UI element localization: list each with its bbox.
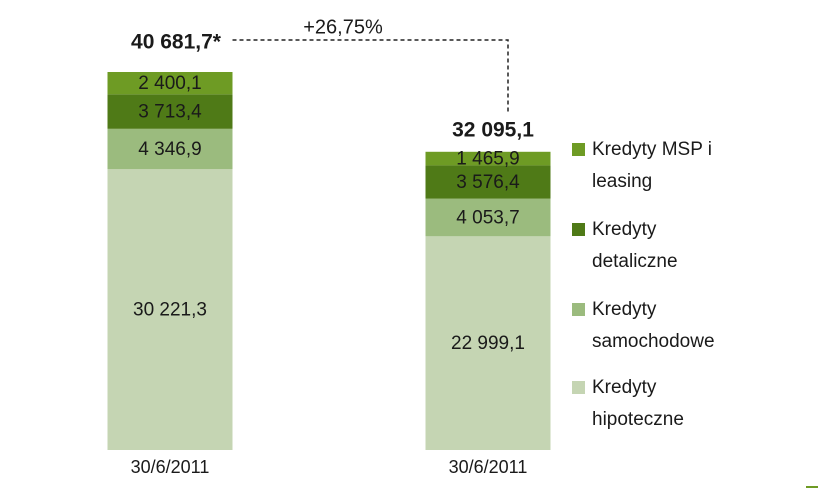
legend-swatch xyxy=(572,381,585,394)
legend-swatch xyxy=(572,223,585,236)
legend-label: Kredyty detaliczne xyxy=(592,219,678,272)
total-label: 40 681,7* xyxy=(131,31,222,54)
data-label: 22 999,1 xyxy=(451,333,525,354)
legend-label: Kredyty samochodowe xyxy=(592,299,715,352)
total-label: 32 095,1 xyxy=(452,118,534,141)
bar-segment xyxy=(425,236,551,450)
bar-segment xyxy=(107,72,233,95)
bar-segment xyxy=(425,198,551,237)
bar-segment xyxy=(107,94,233,129)
legend-swatch xyxy=(572,143,585,156)
legend-label: Kredyty MSP i leasing xyxy=(592,139,713,192)
bar-segment xyxy=(107,128,233,170)
bar-segment xyxy=(107,169,233,451)
x-tick-label: 30/6/2011 xyxy=(131,457,210,477)
data-label: 3 576,4 xyxy=(456,172,520,193)
bar-segment xyxy=(425,165,551,199)
data-label: 4 346,9 xyxy=(138,139,201,160)
annotation: +26,75% xyxy=(303,16,383,38)
data-label: 1 465,9 xyxy=(456,149,519,170)
data-label: 4 053,7 xyxy=(456,207,519,228)
data-label: 3 713,4 xyxy=(138,102,202,123)
x-tick-label: 30/6/2011 xyxy=(449,457,528,477)
data-label: 30 221,3 xyxy=(133,300,207,321)
connector xyxy=(232,39,509,114)
bar-segment xyxy=(425,151,551,166)
data-label: 2 400,1 xyxy=(138,73,201,94)
legend-swatch xyxy=(572,303,585,316)
legend-label: Kredyty hipoteczne xyxy=(592,377,684,430)
